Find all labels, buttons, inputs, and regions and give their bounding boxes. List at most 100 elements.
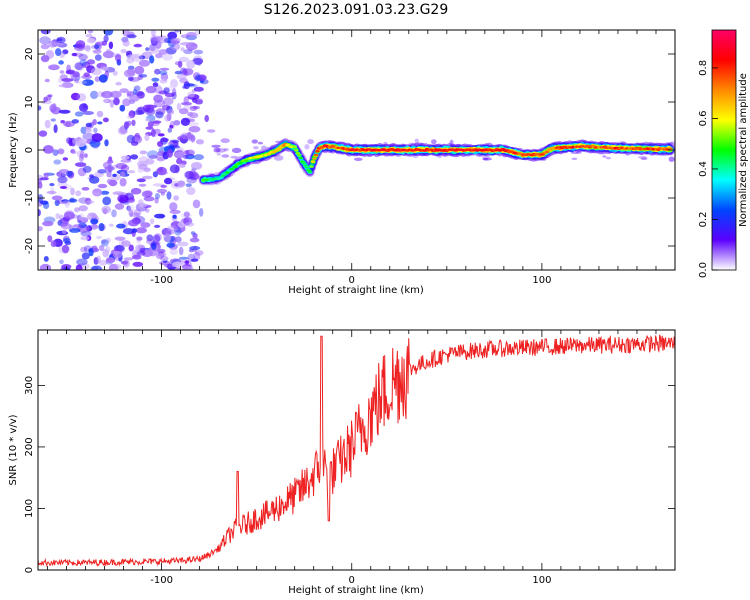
heatmap-noise-cell [185,149,195,156]
heatmap-noise-cell [188,121,200,127]
heatmap-noise-cell [128,209,134,218]
heatmap-noise-cell [154,197,159,204]
heatmap-noise-cell [51,103,57,111]
heatmap-noise-cell [93,257,99,265]
heatmap-noise-cell [184,83,195,87]
heatmap-noise-cell [127,68,136,76]
ridge-cell [292,145,297,149]
heatmap-noise-cell [154,193,160,200]
heatmap-noise-cell [130,196,135,200]
heatmap-noise-cell [75,264,83,270]
heatmap-noise-cell [195,74,201,82]
heatmap-noise-cell [149,243,157,247]
heatmap-noise-cell [186,59,196,69]
heatmap-noise-cell [120,159,132,163]
heatmap-noise-cell [69,228,81,233]
heatmap-noise-cell [185,153,195,160]
heatmap-noise-cell [176,102,182,111]
heatmap-noise-cell [70,187,75,196]
heatmap-noise-cell [183,150,190,155]
heatmap-noise-cell [40,44,50,50]
heatmap-noise-cell [57,148,65,155]
heatmap-noise-cell [148,154,158,159]
heatmap-noise-cell [101,90,113,99]
heatmap-noise-cell [43,96,48,103]
heatmap-noise-cell [86,59,96,65]
heatmap-noise-cell [79,103,89,112]
heatmap-noise-cell [74,162,87,168]
heatmap-noise-cell [152,171,158,178]
heatmap-noise-cell [81,187,90,191]
heatmap-noise-cell [100,190,110,195]
ridge-cell [668,147,673,150]
snr-xlabel: Height of straight line (km) [288,585,424,596]
heatmap-noise-cell [189,105,198,111]
ridge-cell [233,165,238,169]
heatmap-noise-cell [131,254,142,260]
heatmap-noise-cell [80,126,87,134]
heatmap-noise-cell [55,48,62,57]
heatmap-faint-cell [196,139,204,145]
x-tick-label: 0 [349,275,355,286]
heatmap-noise-cell [43,172,49,178]
heatmap-noise-cell [155,111,164,119]
heatmap-noise-cell [90,218,99,225]
heatmap-noise-cell [105,257,116,264]
colorbar-tick-label: 0.6 [698,110,709,126]
heatmap-noise-cell [127,170,136,174]
heatmap-noise-cell [42,221,54,227]
heatmap-noise-cell [98,74,108,83]
heatmap-noise-cell [48,40,57,48]
heatmap-noise-cell [142,175,153,180]
heatmap-noise-cell [85,122,93,128]
heatmap-faint-cell [231,147,242,154]
heatmap-noise-cell [59,70,65,74]
heatmap-noise-cell [173,195,180,201]
heatmap-faint-cell [431,139,437,145]
heatmap-noise-cell [169,248,178,256]
heatmap-noise-cell [131,119,136,127]
heatmap-faint-cell [602,155,607,158]
heatmap-noise-cell [38,226,43,232]
heatmap-noise-cell [90,265,103,270]
heatmap-noise-cell [186,187,196,195]
heatmap-noise-cell [194,30,200,37]
heatmap-noise-cell [170,145,181,149]
heatmap-noise-cell [129,212,140,218]
heatmap-noise-cell [97,183,108,189]
heatmap-noise-cell [132,228,138,233]
heatmap-noise-cell [192,57,203,65]
heatmap-noise-cell [60,173,66,177]
heatmap-faint-cell [668,156,675,162]
heatmap-noise-cell [133,190,140,195]
heatmap-noise-cell [50,240,57,248]
heatmap-noise-cell [150,30,156,37]
heatmap-noise-cell [164,92,175,98]
heatmap-noise-cell [95,41,105,46]
heatmap-noise-cell [91,45,97,49]
heatmap-noise-cell [136,178,146,183]
heatmap-noise-cell [130,154,139,160]
snr-plot-area [38,330,675,570]
x-tick-label: -100 [150,275,173,286]
heatmap-noise-cell [166,109,175,115]
x-tick-label: 100 [532,275,551,286]
heatmap-noise-cell [59,186,68,189]
heatmap-noise-cell [178,56,189,63]
heatmap-noise-cell [154,68,161,75]
heatmap-noise-cell [126,91,135,97]
heatmap-noise-cell [113,263,122,270]
heatmap-noise-cell [183,49,193,55]
heatmap-noise-cell [133,208,142,217]
heatmap-noise-cell [193,49,204,55]
heatmap-faint-cell [253,146,259,150]
heatmap-noise-cell [183,154,189,160]
colorbar: 0.0 0.2 0.4 0.6 0.8 Normalized spectral ampl… [698,29,749,278]
heatmap-noise-cell [164,177,173,185]
heatmap-noise-cell [57,219,63,226]
ridge-cell [309,165,314,168]
y-tick-label: 300 [24,376,35,395]
heatmap-noise-cell [171,91,177,100]
ridge-cell [303,164,308,167]
